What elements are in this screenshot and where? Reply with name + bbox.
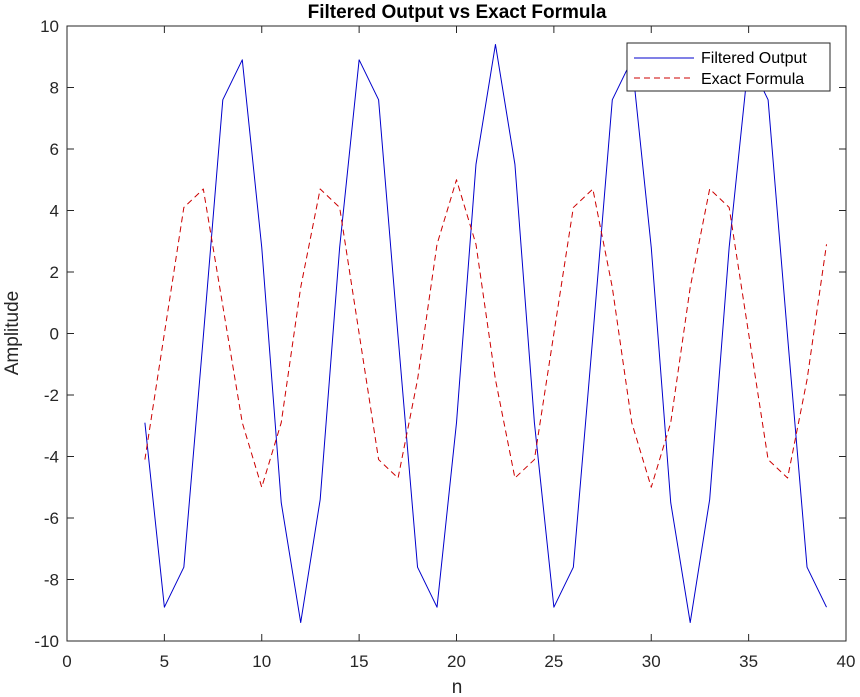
legend-box: [626, 42, 831, 92]
x-tick-label: 10: [252, 652, 271, 671]
x-tick-label: 35: [739, 652, 758, 671]
y-tick-label: 6: [50, 140, 59, 159]
x-axis-label: n: [452, 677, 463, 697]
y-tick-label: 4: [50, 202, 59, 221]
x-tick-label: 40: [837, 652, 856, 671]
legend: Filtered Output Exact Formula: [626, 42, 831, 92]
x-tick-label: 0: [62, 652, 71, 671]
axis-ticks: 0 5 10 15 20 25 30 35 40 -10 -8 -6 -4 -2 0 2 4 6 8 10: [34, 17, 855, 671]
plot-area: [66, 25, 847, 642]
x-tick-label: 30: [642, 652, 661, 671]
y-tick-label: 2: [50, 263, 59, 282]
y-tick-label: -2: [44, 386, 59, 405]
series-line-exact-formula: [144, 179, 828, 488]
y-tick-label: 8: [50, 79, 59, 98]
y-axis-label: Amplitude: [2, 291, 23, 376]
y-tick-label: -10: [34, 632, 59, 651]
x-tick-label: 15: [350, 652, 369, 671]
legend-label-exact-formula: Exact Formula: [701, 71, 804, 88]
x-tick-label: 5: [160, 652, 169, 671]
legend-label-filtered-output: Filtered Output: [701, 50, 807, 67]
y-tick-label: -6: [44, 509, 59, 528]
x-tick-label: 25: [544, 652, 563, 671]
x-tick-label: 20: [447, 652, 466, 671]
series-lines: [144, 43, 828, 624]
chart-title: Filtered Output vs Exact Formula: [308, 2, 607, 23]
y-tick-label: -8: [44, 571, 59, 590]
y-tick-label: 10: [40, 17, 59, 36]
series-line-filtered-output: [144, 43, 827, 624]
y-tick-label: -4: [44, 448, 59, 467]
y-tick-label: 0: [50, 325, 59, 344]
